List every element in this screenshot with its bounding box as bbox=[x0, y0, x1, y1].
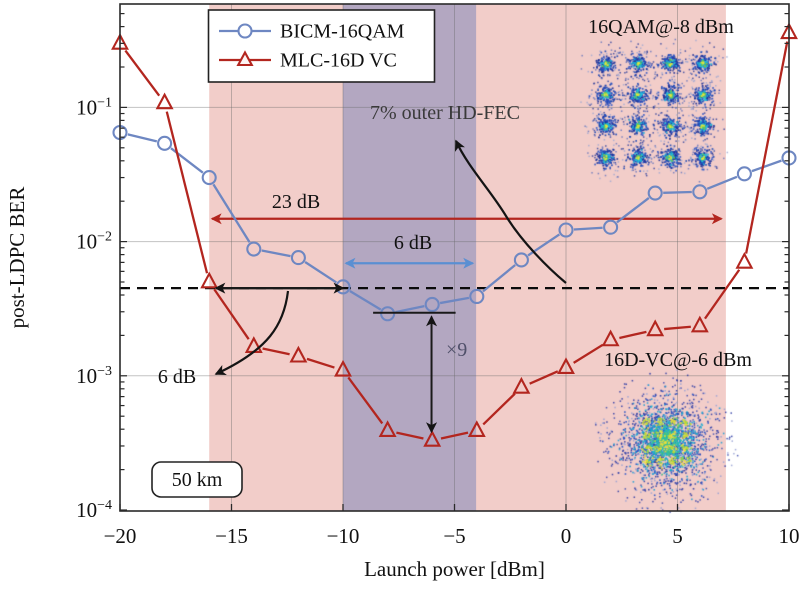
series-segment bbox=[751, 159, 782, 173]
label-inset-16qam: 16QAM@-8 dBm bbox=[588, 16, 734, 38]
label-6db-blue: 6 dB bbox=[394, 232, 432, 254]
series-segment bbox=[165, 111, 209, 274]
data-point-circle bbox=[201, 170, 217, 186]
data-point-circle bbox=[736, 166, 752, 182]
data-point-circle bbox=[157, 135, 173, 151]
data-point-circle bbox=[513, 252, 529, 268]
x-tick-label: 5 bbox=[672, 524, 683, 548]
legend-marker-triangle bbox=[236, 50, 254, 67]
data-point-triangle bbox=[735, 251, 754, 269]
distance-box-label: 50 km bbox=[172, 469, 223, 491]
hdfec-pointer-curve bbox=[454, 139, 567, 284]
series-segment bbox=[619, 330, 647, 340]
x-tick-label: −20 bbox=[104, 524, 137, 548]
y-tick-label: 10−4 bbox=[76, 498, 112, 522]
data-point-triangle bbox=[200, 271, 219, 289]
label-inset-16dvc: 16D-VC@-6 dBm bbox=[604, 349, 752, 371]
series-segment bbox=[663, 190, 692, 194]
legend-label: MLC-16D VC bbox=[280, 50, 397, 72]
label-6db-black: 6 dB bbox=[158, 366, 196, 388]
series-segment bbox=[213, 288, 250, 340]
series-segment bbox=[704, 269, 741, 320]
data-point-circle bbox=[647, 185, 663, 201]
series-segment bbox=[262, 347, 290, 356]
x-tick-label: −10 bbox=[327, 524, 360, 548]
y-axis-label: post-LDPC BER bbox=[5, 187, 29, 329]
series-segment bbox=[395, 304, 425, 314]
data-point-triangle bbox=[557, 357, 575, 375]
legend-box bbox=[207, 9, 436, 83]
series-bicm-16qam bbox=[112, 124, 797, 322]
series-segment bbox=[573, 226, 603, 231]
x-tick-label: −15 bbox=[215, 524, 248, 548]
label-x9: ×9 bbox=[446, 339, 467, 361]
x-tick-label: −5 bbox=[443, 524, 465, 548]
data-point-circle bbox=[290, 250, 306, 266]
legend: BICM-16QAM MLC-16D VC bbox=[207, 9, 436, 83]
label-hdfec: 7% outer HD-FEC bbox=[370, 102, 520, 124]
series-segment bbox=[529, 370, 559, 385]
data-point-circle bbox=[335, 279, 351, 295]
x-tick-label: 0 bbox=[561, 524, 572, 548]
6db-pointer-curve bbox=[214, 290, 290, 376]
series-segment bbox=[616, 197, 650, 224]
legend-label: BICM-16QAM bbox=[280, 21, 405, 43]
series-segment bbox=[706, 175, 738, 190]
data-point-triangle bbox=[467, 420, 486, 438]
data-point-triangle bbox=[646, 319, 665, 337]
series-segment bbox=[306, 357, 335, 369]
series-segment bbox=[573, 343, 604, 364]
data-point-circle bbox=[246, 241, 262, 257]
data-point-triangle bbox=[512, 376, 531, 394]
series-segment bbox=[212, 183, 251, 243]
series-segment bbox=[482, 392, 516, 426]
x-axis-label: Launch power [dBm] bbox=[364, 557, 545, 581]
series-segment bbox=[744, 41, 789, 254]
data-point-triangle bbox=[378, 420, 397, 438]
distance-box bbox=[151, 461, 243, 498]
data-point-circle bbox=[692, 184, 708, 200]
series-segment bbox=[304, 261, 337, 284]
series-segment bbox=[124, 49, 161, 97]
y-tick-label: 10−3 bbox=[76, 364, 112, 388]
data-point-triangle bbox=[289, 345, 308, 363]
series-segment bbox=[261, 249, 291, 258]
data-point-triangle bbox=[155, 92, 174, 110]
data-point-circle bbox=[603, 219, 619, 235]
label-23db: 23 dB bbox=[272, 191, 320, 213]
series-segment bbox=[347, 376, 384, 425]
y-tick-label: 10−1 bbox=[76, 95, 112, 119]
data-point-circle bbox=[424, 296, 440, 313]
series-segment bbox=[349, 290, 382, 311]
data-point-triangle bbox=[690, 315, 709, 333]
x-tick-label: 10 bbox=[779, 524, 800, 548]
data-point-triangle bbox=[244, 336, 263, 353]
series-segment bbox=[127, 133, 158, 143]
series-segment bbox=[439, 296, 470, 305]
data-point-triangle bbox=[423, 429, 442, 447]
series-mlc-16d-vc bbox=[111, 22, 798, 447]
data-point-triangle bbox=[334, 359, 352, 377]
series-segment bbox=[482, 264, 516, 293]
data-point-circle bbox=[558, 222, 574, 238]
y-tick-label: 10−2 bbox=[76, 230, 112, 254]
series-segment bbox=[440, 431, 469, 440]
data-point-circle bbox=[469, 288, 485, 305]
legend-marker-circle bbox=[237, 23, 253, 39]
series-segment bbox=[664, 325, 691, 331]
data-point-triangle bbox=[601, 329, 620, 347]
series-segment bbox=[396, 431, 424, 440]
